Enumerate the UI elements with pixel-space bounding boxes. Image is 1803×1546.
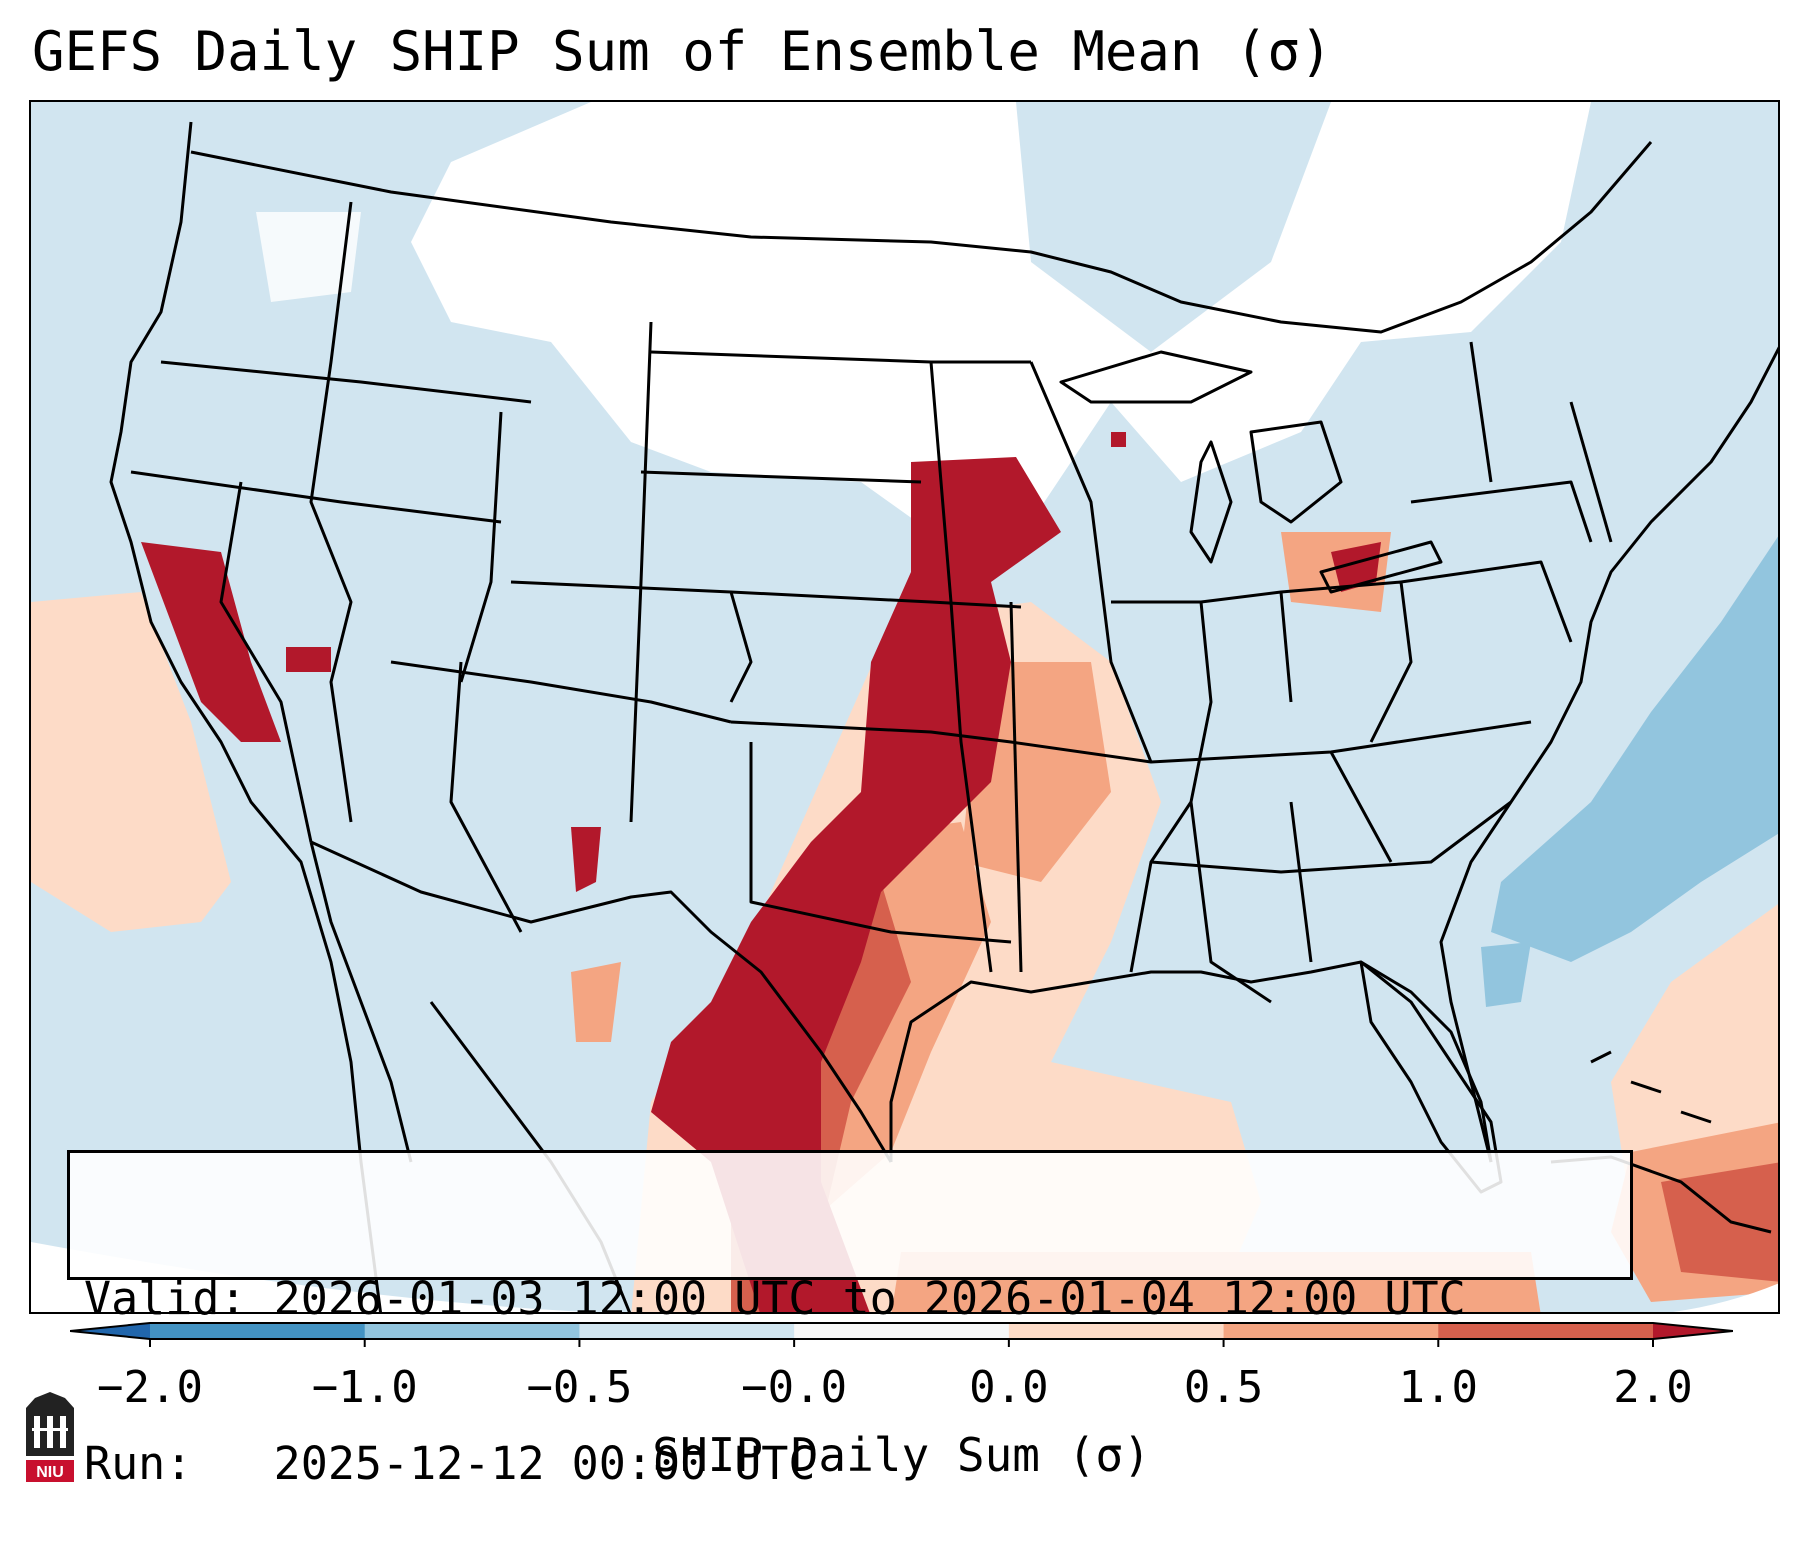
- niu-logo: NIU: [26, 1392, 74, 1482]
- colorbar-label: SHIP Daily Sum (σ): [652, 1428, 1151, 1482]
- state-line-16: [1009, 601, 1023, 973]
- colorbar: [70, 1322, 1733, 1347]
- state-line-6: [510, 580, 753, 703]
- colorbar-bin: [1223, 1323, 1439, 1339]
- colorbar-tick-label: 1.0: [1398, 1362, 1479, 1413]
- state-line-12: [730, 590, 1022, 609]
- state-line-9: [629, 321, 653, 823]
- niu-logo-text: NIU: [36, 1464, 64, 1481]
- state-line-8: [449, 661, 523, 933]
- us-mexico-border: [310, 840, 893, 1163]
- us-canada-border: [190, 141, 1653, 334]
- colorbar-tick-label: −0.0: [741, 1362, 848, 1413]
- valid-time-text: Valid: 2026-01-03 12:00 UTC to 2026-01-0…: [84, 1272, 1466, 1325]
- projection-edge-sw: [31, 1242, 587, 1312]
- colorbar-tick-label: −0.5: [526, 1362, 633, 1413]
- state-line-1: [309, 201, 353, 823]
- colorbar-bin: [1438, 1323, 1654, 1339]
- colorbar-bin: [794, 1323, 1010, 1339]
- strong-positive-anomaly-ohio: [1331, 542, 1381, 592]
- positive-anomaly-region-california: [31, 592, 231, 932]
- strong-positive-anomaly-nevada: [286, 647, 331, 672]
- state-line-25: [1400, 560, 1573, 643]
- bahamas-outline: [1590, 1050, 1712, 1124]
- state-line-23: [1289, 801, 1313, 963]
- state-line-19: [1200, 590, 1293, 703]
- state-line-18: [1111, 600, 1213, 973]
- state-line-27: [1469, 341, 1493, 483]
- state-line-20: [1280, 580, 1413, 743]
- state-line-2: [160, 360, 532, 404]
- map-canvas: [31, 102, 1778, 1312]
- state-line-7: [390, 660, 732, 724]
- atlantic-coast: [1439, 346, 1778, 1163]
- strong-positive-anomaly-illinois: [1111, 432, 1126, 447]
- positive-anomaly-region-caribbean-core: [1661, 1162, 1778, 1282]
- colorbar-tick-label: −1.0: [311, 1362, 418, 1413]
- positive-anomaly-region-newmexico: [571, 962, 621, 1042]
- colorbar-extend-low: [70, 1323, 150, 1339]
- chart-title: GEFS Daily SHIP Sum of Ensemble Mean (σ): [32, 20, 1333, 83]
- colorbar-extend-high: [1653, 1323, 1733, 1339]
- state-line-3: [130, 470, 502, 524]
- run-time-text: Run: 2025-12-12 00:00 UTC: [84, 1437, 816, 1490]
- great-lakes-superior: [1059, 350, 1253, 404]
- great-lakes-michigan: [1189, 440, 1233, 564]
- projection-edge-se: [1672, 1283, 1778, 1312]
- west-coast-line: [109, 121, 382, 1312]
- strong-positive-anomaly-newmexico: [571, 827, 601, 892]
- colorbar-tick-label: −2.0: [97, 1362, 203, 1413]
- state-line-28: [1569, 401, 1613, 543]
- state-line-26: [1410, 480, 1593, 543]
- colorbar-tick-label: 0.5: [1183, 1362, 1264, 1413]
- colorbar-bin: [1008, 1323, 1225, 1339]
- map-panel: [29, 100, 1780, 1314]
- state-line-21: [1150, 800, 1512, 874]
- negative-anomaly-region: [1491, 536, 1778, 962]
- state-line-15: [929, 361, 993, 973]
- state-line-5: [459, 411, 503, 683]
- state-line-14: [749, 742, 1012, 944]
- great-lakes-erie: [1319, 540, 1443, 594]
- state-line-17: [1029, 361, 1153, 763]
- valid-run-info-box: Valid: 2026-01-03 12:00 UTC to 2026-01-0…: [67, 1150, 1633, 1490]
- gulf-coast: [889, 960, 1493, 1163]
- state-line-13: [730, 720, 1532, 764]
- state-line-22: [1189, 801, 1272, 1004]
- colorbar-bin: [150, 1323, 366, 1339]
- great-lakes-huron: [1249, 420, 1343, 524]
- negative-anomaly-patch: [1481, 942, 1531, 1007]
- strong-positive-anomaly-core: [651, 457, 1061, 1312]
- state-line-24: [1329, 751, 1393, 863]
- colorbar-tick-label: 0.0: [969, 1362, 1049, 1413]
- baja-california: [309, 841, 413, 1163]
- colorbar-bin: [364, 1323, 580, 1339]
- state-line-11: [640, 470, 922, 484]
- colorbar-tick-label: 2.0: [1613, 1362, 1693, 1413]
- strong-positive-anomaly-california: [141, 542, 281, 742]
- colorbar-bin: [579, 1323, 795, 1339]
- state-line-4: [219, 481, 313, 843]
- neutral-anomaly-region-nw: [256, 212, 361, 302]
